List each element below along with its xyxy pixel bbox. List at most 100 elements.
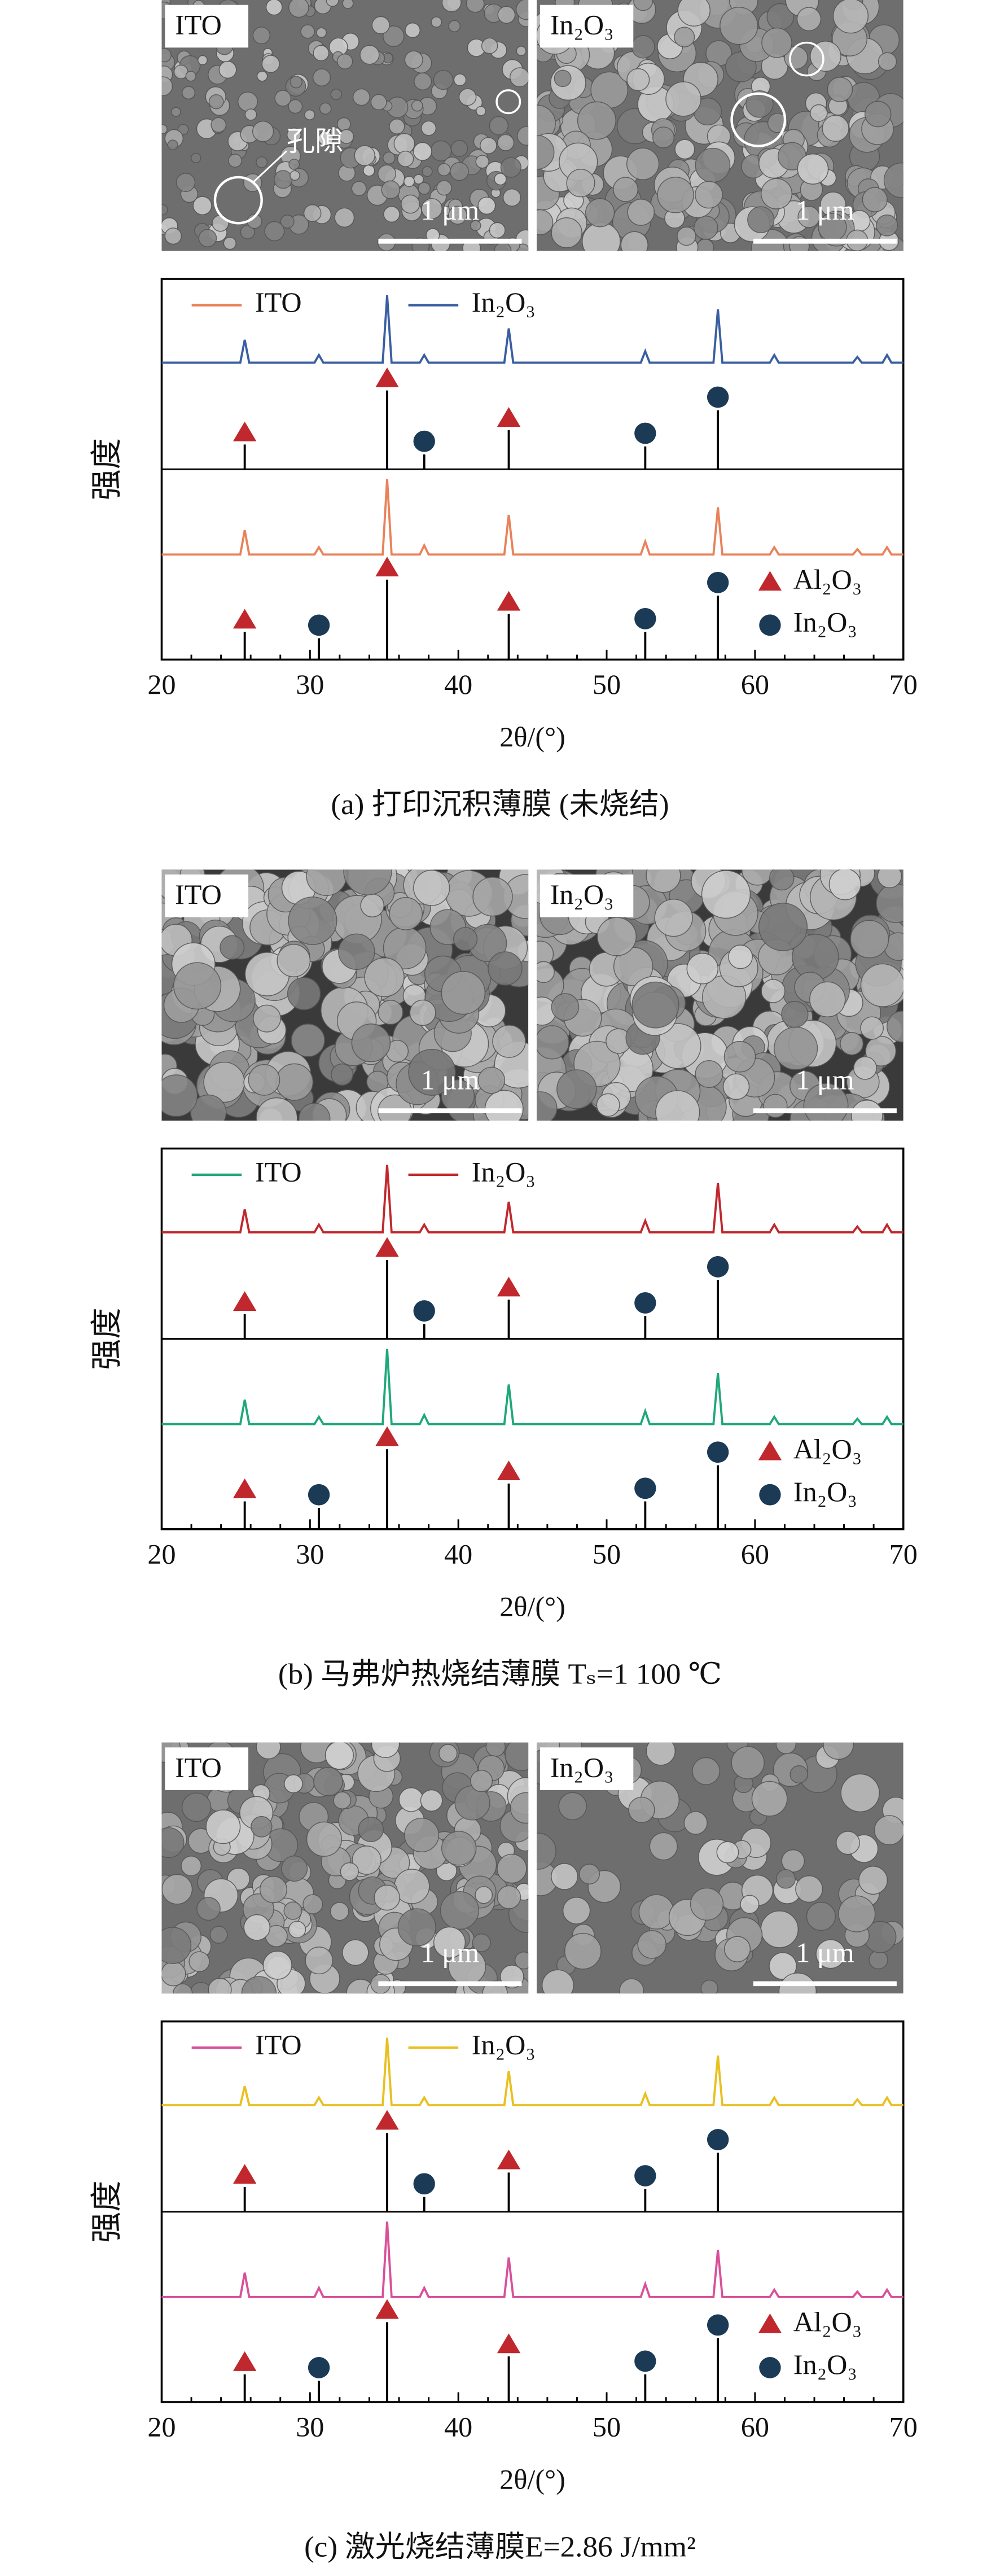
x-tick-label: 70 xyxy=(889,669,918,700)
grain xyxy=(449,162,469,181)
pore-leader xyxy=(252,150,287,183)
grain xyxy=(408,1048,456,1096)
x-tick-label: 60 xyxy=(741,669,769,700)
x-tick-label: 60 xyxy=(741,2412,769,2443)
grain xyxy=(823,1742,854,1760)
grain xyxy=(850,920,889,959)
grain xyxy=(422,166,433,177)
grain xyxy=(181,86,196,100)
grain xyxy=(352,88,371,106)
grain xyxy=(489,116,509,135)
grain xyxy=(536,209,554,235)
grain xyxy=(397,1908,436,1947)
grain xyxy=(514,1951,529,1970)
grain xyxy=(218,60,237,79)
grain xyxy=(677,226,696,246)
grain xyxy=(287,977,321,1011)
image-label-box xyxy=(540,1747,634,1790)
grain xyxy=(646,1742,676,1766)
grain xyxy=(551,217,582,248)
reference-marker xyxy=(497,2333,521,2354)
grain xyxy=(769,869,795,891)
xrd-trace xyxy=(161,1165,903,1234)
grain xyxy=(244,108,257,121)
grain xyxy=(489,222,506,239)
grain xyxy=(397,150,414,167)
x-tick-label: 20 xyxy=(147,1539,176,1570)
xrd-trace xyxy=(161,295,903,364)
grain xyxy=(448,205,467,225)
reference-marker xyxy=(707,386,729,408)
grain xyxy=(597,917,637,956)
grain xyxy=(212,215,229,232)
grain xyxy=(865,1035,897,1066)
grain xyxy=(196,1897,221,1921)
grain xyxy=(510,1792,529,1824)
grain xyxy=(858,1866,888,1895)
grain xyxy=(536,996,557,1026)
image-label-box xyxy=(540,5,634,48)
grain xyxy=(477,196,496,215)
grain xyxy=(413,142,432,161)
grain xyxy=(458,88,477,106)
grain xyxy=(161,124,168,134)
grain xyxy=(291,1024,325,1057)
grain xyxy=(488,951,523,986)
grain xyxy=(701,870,751,919)
grain xyxy=(860,1016,884,1040)
grain xyxy=(319,102,332,115)
grain xyxy=(835,1831,860,1855)
grain xyxy=(403,176,415,187)
grain xyxy=(161,1961,186,1987)
grain xyxy=(619,1978,644,1994)
legend-marker xyxy=(759,1484,781,1506)
grain xyxy=(466,0,485,13)
grain xyxy=(700,1979,718,1994)
reference-marker xyxy=(413,1300,435,1322)
legend-label: In₂O₃ xyxy=(793,1476,857,1507)
scale-bar-label: 1 μm xyxy=(421,195,480,226)
grain xyxy=(475,1886,493,1904)
grain xyxy=(481,37,498,54)
legend-marker xyxy=(759,2356,781,2378)
grain xyxy=(453,73,467,86)
grain xyxy=(220,935,245,960)
grain xyxy=(280,215,295,229)
grain xyxy=(305,1947,334,1975)
grain xyxy=(351,1024,391,1062)
grain xyxy=(731,1746,765,1779)
grain xyxy=(646,869,681,893)
grain xyxy=(405,22,421,38)
grain xyxy=(795,1875,823,1903)
grain xyxy=(181,1856,202,1877)
grain xyxy=(674,139,695,160)
grain xyxy=(377,164,397,183)
grain xyxy=(409,999,436,1026)
grain xyxy=(806,1901,836,1931)
image-label: In₂O₃ xyxy=(550,1752,614,1783)
grain xyxy=(558,1792,587,1821)
grain xyxy=(404,50,423,69)
grain xyxy=(237,91,258,112)
grain xyxy=(509,67,529,88)
grain xyxy=(240,225,255,239)
grain xyxy=(626,147,660,180)
x-tick-label: 50 xyxy=(593,669,621,700)
image-label: ITO xyxy=(175,1752,222,1783)
grain xyxy=(256,71,268,82)
grain xyxy=(775,1742,797,1755)
reference-marker xyxy=(634,1292,656,1314)
grain xyxy=(838,1895,876,1932)
x-tick-label: 40 xyxy=(444,2412,472,2443)
image-label-box xyxy=(165,874,249,917)
grain xyxy=(649,1832,678,1861)
grain xyxy=(371,16,390,34)
grain xyxy=(494,173,507,186)
grain xyxy=(564,1932,602,1970)
grain xyxy=(694,215,718,240)
image-label-box xyxy=(165,5,249,48)
grain xyxy=(536,1091,558,1121)
grain xyxy=(173,1983,193,1994)
grain xyxy=(381,180,401,199)
